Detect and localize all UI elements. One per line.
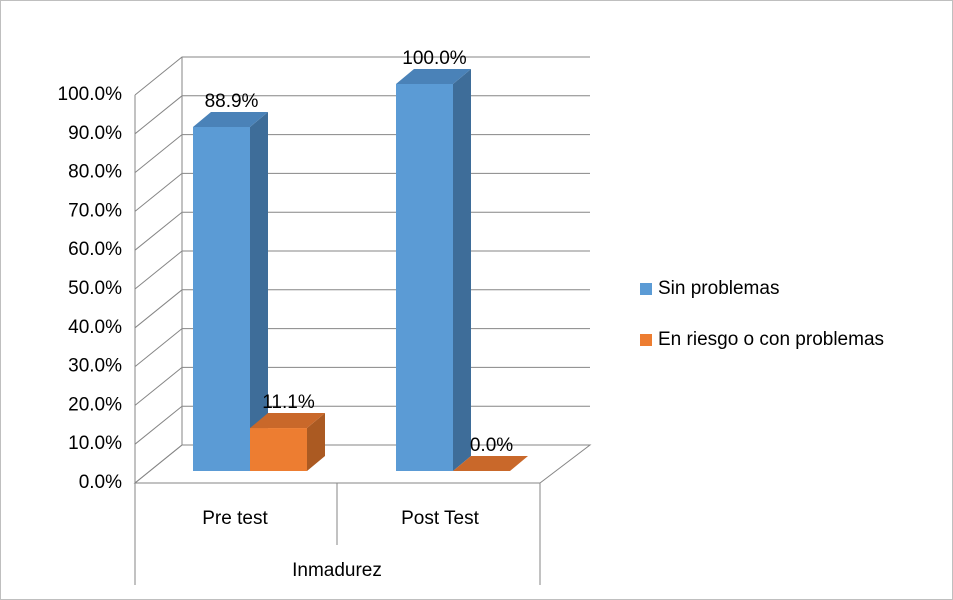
data-label: 11.1% <box>262 392 315 413</box>
bar-side <box>307 413 325 471</box>
bar-top <box>453 456 528 471</box>
x-tick-label: Post Test <box>401 508 480 529</box>
bar <box>396 84 453 471</box>
y-tick-label: 100.0% <box>58 84 123 105</box>
bar-top <box>250 413 325 429</box>
data-label: 100.0% <box>402 48 467 69</box>
y-tick-label: 50.0% <box>68 278 122 299</box>
data-label: 0.0% <box>470 435 513 456</box>
bar-top <box>396 69 471 84</box>
y-tick-label: 40.0% <box>68 317 122 338</box>
bar-side <box>250 111 268 471</box>
y-tick-label: 80.0% <box>68 162 122 183</box>
x-tick-label: Pre test <box>202 508 268 529</box>
bar-top <box>193 111 268 127</box>
legend-label: Sin problemas <box>658 278 779 299</box>
legend-swatch <box>640 283 652 295</box>
y-tick-label: 0.0% <box>79 472 122 493</box>
y-tick-label: 10.0% <box>68 433 122 454</box>
data-label: 88.9% <box>205 91 259 112</box>
y-tick-label: 70.0% <box>68 200 122 221</box>
grid-line <box>134 56 590 96</box>
y-tick-label: 60.0% <box>68 239 122 260</box>
y-tick-label: 90.0% <box>68 123 122 144</box>
legend-swatch <box>640 334 652 346</box>
y-tick-label: 30.0% <box>68 356 122 377</box>
group-label: Inmadurez <box>292 560 382 581</box>
y-tick-label: 20.0% <box>68 394 122 415</box>
bar-side <box>453 69 471 471</box>
bar <box>250 428 307 471</box>
legend-label: En riesgo o con problemas <box>658 329 884 350</box>
bar <box>193 126 250 471</box>
